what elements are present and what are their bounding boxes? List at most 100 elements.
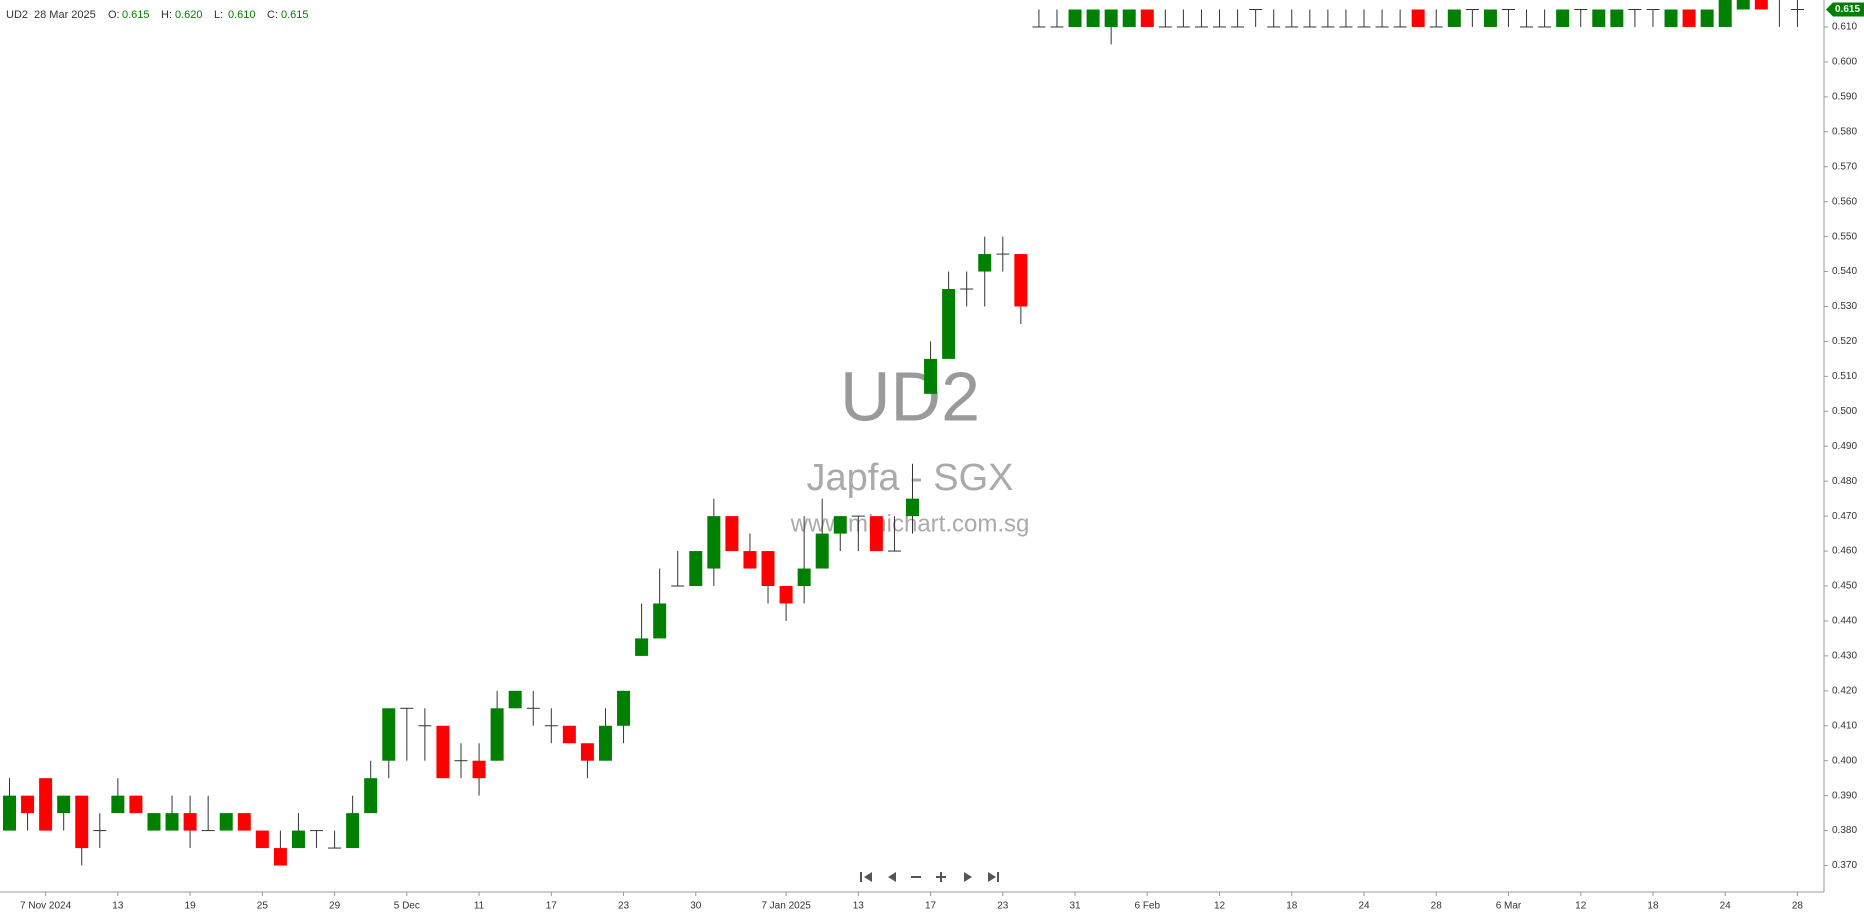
candle [815,498,829,569]
y-tick-label: 0.410 [1832,720,1857,731]
candle-body [707,516,721,569]
candle [1357,9,1371,28]
candle [1574,9,1588,27]
y-tick-label: 0.590 [1832,91,1857,102]
candle [237,813,251,831]
candle-body [833,516,847,534]
candle-body [1122,9,1136,27]
candle [1249,9,1263,27]
candle-body [1104,9,1118,27]
y-tick-label: 0.520 [1832,336,1857,347]
candle [147,813,161,831]
x-tick-label: 13 [112,901,124,912]
candle [526,690,540,726]
candle [454,743,468,779]
candle [887,516,901,552]
candle [1411,9,1425,27]
candle-body [346,813,360,849]
candle [617,690,631,744]
candle [1483,9,1497,27]
candle-body [598,725,612,761]
candle [1303,9,1317,28]
candle [1267,9,1281,28]
x-tick-label: 12 [1575,901,1587,912]
candle [1176,9,1190,28]
candle [1231,9,1245,28]
candle [165,795,179,831]
nav-zoom-in[interactable] [936,872,946,882]
x-tick-label: 23 [997,901,1009,912]
candle-body [869,516,883,552]
nav-prev[interactable] [888,872,896,882]
nav-controls[interactable] [860,872,999,882]
candle [310,830,324,849]
candle-body [580,743,594,761]
candle-body [1556,9,1570,27]
nav-zoom-out[interactable] [911,876,921,878]
candle [1682,9,1696,27]
y-tick-label: 0.530 [1832,301,1857,312]
candle [869,516,883,552]
x-tick-label: 19 [185,901,197,912]
candle [653,568,667,639]
candle-body [779,586,793,604]
candle [743,533,757,569]
x-tick-label: 29 [329,901,341,912]
y-tick-label: 0.400 [1832,755,1857,766]
nav-last[interactable] [988,872,999,882]
candle [580,743,594,779]
x-tick-label: 28 [1431,901,1443,912]
candle [1736,0,1750,10]
candle-body [436,725,450,779]
y-tick-label: 0.380 [1832,825,1857,836]
candle-body [1014,254,1028,307]
candle-body [291,830,305,849]
y-tick-label: 0.600 [1832,57,1857,68]
ohlc-label: L: [214,9,223,21]
candle [1429,9,1443,28]
candle [1664,9,1678,27]
candle [779,586,793,621]
x-tick-label: 7 Nov 2024 [20,901,72,912]
candle [1465,9,1479,27]
candle [1122,9,1136,27]
ohlc-value: 0.610 [228,9,256,21]
candle [39,778,53,831]
x-tick-label: 28 [1792,901,1804,912]
candle [1790,0,1804,27]
x-tick-label: 6 Feb [1134,901,1160,912]
candle [346,795,360,849]
candle-body [924,358,938,394]
nav-next[interactable] [964,872,972,882]
candle [1754,0,1768,10]
candle [1321,9,1335,28]
candle [707,498,721,587]
x-tick-label: 18 [1647,901,1659,912]
candle-body [508,690,522,709]
x-tick-label: 24 [1720,901,1732,912]
x-tick-label: 7 Jan 2025 [761,901,811,912]
candle [689,551,703,587]
ohlc-label: C: [267,9,278,21]
candle [1032,9,1046,28]
candle [1556,9,1570,27]
y-tick-label: 0.490 [1832,441,1857,452]
candle [1339,9,1353,28]
candle [851,515,865,552]
candle-body [1664,9,1678,27]
y-tick-label: 0.460 [1832,546,1857,557]
y-tick-label: 0.580 [1832,126,1857,137]
candle-body [653,603,667,639]
y-tick-label: 0.390 [1832,790,1857,801]
y-tick-label: 0.480 [1832,476,1857,487]
candle-body [1718,0,1732,27]
candle [21,795,35,831]
candle [797,516,811,604]
candle [1393,9,1407,28]
ohlc-label: H: [161,9,172,21]
ohlc-value: 0.615 [281,9,309,21]
nav-first[interactable] [860,872,872,882]
last-price-tag [1826,2,1864,17]
